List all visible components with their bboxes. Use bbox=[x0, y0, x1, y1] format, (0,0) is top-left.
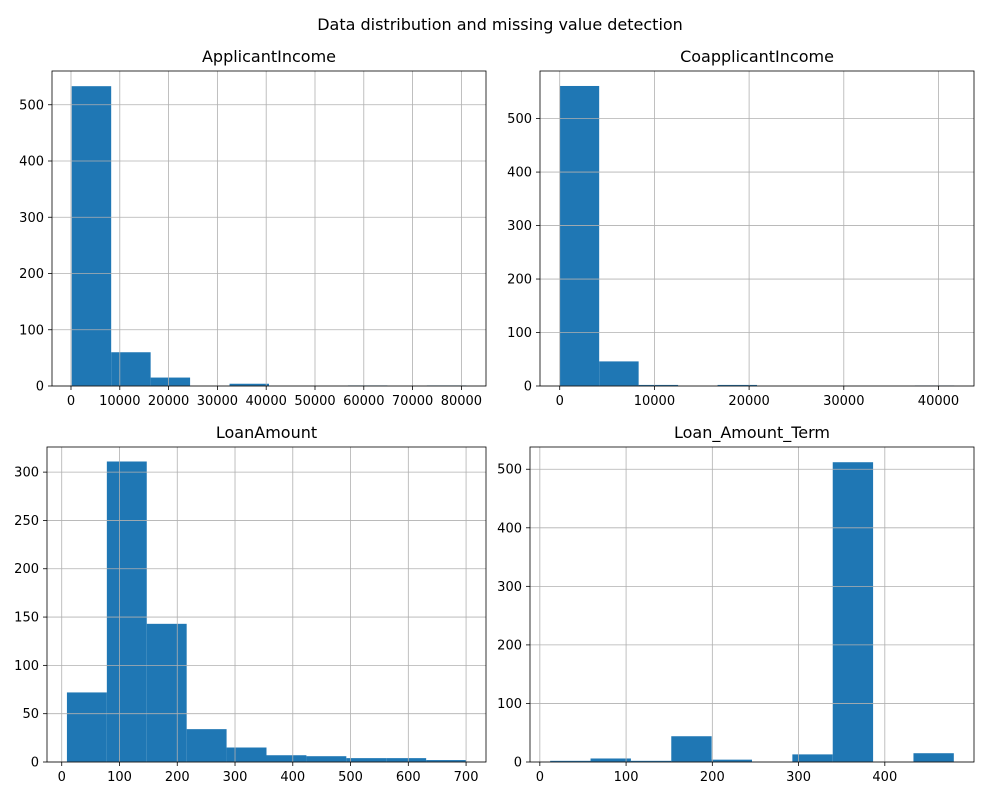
axes-frame bbox=[529, 446, 975, 763]
histogram-bar bbox=[913, 753, 954, 762]
x-tick-label: 300 bbox=[786, 770, 811, 785]
histogram-bar bbox=[832, 462, 874, 762]
y-tick-label: 250 bbox=[14, 514, 39, 529]
y-tick-label: 300 bbox=[14, 466, 39, 481]
x-tick-label: 10000 bbox=[99, 394, 140, 409]
x-tick-label: 20000 bbox=[728, 394, 769, 409]
histogram-bar bbox=[711, 759, 752, 762]
x-tick-label: 20000 bbox=[148, 394, 189, 409]
histogram-bar bbox=[630, 760, 672, 762]
x-tick-label: 40000 bbox=[918, 394, 959, 409]
subplot-title: Loan_Amount_Term bbox=[674, 423, 830, 443]
x-tick-label: 10000 bbox=[634, 394, 675, 409]
x-tick-label: 100 bbox=[614, 770, 639, 785]
histogram-bar bbox=[229, 383, 269, 386]
x-tick-label: 60000 bbox=[343, 394, 384, 409]
y-tick-label: 0 bbox=[36, 380, 44, 395]
x-tick-label: 0 bbox=[58, 770, 66, 785]
figure-title: Data distribution and missing value dete… bbox=[317, 15, 683, 34]
y-tick-label: 400 bbox=[497, 521, 522, 536]
x-tick-label: 70000 bbox=[392, 394, 433, 409]
x-tick-label: 30000 bbox=[823, 394, 864, 409]
x-tick-label: 40000 bbox=[246, 394, 287, 409]
histogram-bar bbox=[111, 352, 151, 386]
y-tick-label: 400 bbox=[19, 155, 44, 170]
histogram-bar bbox=[386, 758, 427, 762]
histogram-bar bbox=[559, 85, 600, 386]
histogram-bar bbox=[71, 86, 112, 386]
histogram-bar bbox=[792, 754, 833, 762]
x-tick-label: 600 bbox=[396, 770, 421, 785]
y-tick-label: 0 bbox=[31, 756, 39, 771]
y-tick-label: 100 bbox=[14, 659, 39, 674]
y-tick-label: 100 bbox=[19, 323, 44, 338]
y-tick-label: 0 bbox=[524, 380, 532, 395]
subplot-2: 0 100 200 300 400 500 600 700 0 50 100 150 200 250 300… bbox=[14, 423, 487, 785]
y-tick-label: 50 bbox=[22, 707, 39, 722]
subplot-title: ApplicantIncome bbox=[202, 47, 336, 66]
axes-frame bbox=[539, 70, 975, 387]
axes-frame bbox=[46, 446, 487, 763]
x-tick-label: 30000 bbox=[197, 394, 238, 409]
x-tick-label: 80000 bbox=[441, 394, 482, 409]
x-tick-label: 0 bbox=[556, 394, 564, 409]
histogram-bar bbox=[550, 760, 591, 762]
histogram-bar bbox=[426, 760, 467, 762]
y-tick-label: 500 bbox=[19, 98, 44, 113]
histogram-bar bbox=[266, 755, 307, 762]
histogram-bar bbox=[106, 461, 147, 762]
y-tick-label: 200 bbox=[14, 562, 39, 577]
histogram-bar bbox=[186, 729, 227, 762]
x-tick-label: 0 bbox=[536, 770, 544, 785]
histogram-bar bbox=[226, 747, 267, 762]
histogram-bar bbox=[306, 756, 347, 762]
x-tick-label: 400 bbox=[280, 770, 305, 785]
histogram-bar bbox=[717, 384, 758, 386]
x-tick-label: 0 bbox=[67, 394, 75, 409]
subplot-title: LoanAmount bbox=[216, 423, 317, 442]
histogram-bar bbox=[150, 377, 191, 386]
x-tick-label: 200 bbox=[165, 770, 190, 785]
subplot-grid: 0 10000 20000 30000 40000 50000 60000 70000 8000… bbox=[14, 47, 975, 785]
x-tick-label: 300 bbox=[223, 770, 248, 785]
y-tick-label: 100 bbox=[497, 697, 522, 712]
subplot-1: 0 10000 20000 30000 40000 0 100 200 300 400 500 Coa… bbox=[507, 47, 975, 409]
x-tick-label: 100 bbox=[107, 770, 132, 785]
histogram-bar bbox=[638, 384, 679, 386]
histogram-bar bbox=[671, 736, 712, 762]
x-tick-label: 500 bbox=[338, 770, 363, 785]
y-tick-label: 400 bbox=[507, 166, 532, 181]
histogram-bar bbox=[66, 692, 107, 762]
y-tick-label: 0 bbox=[514, 756, 522, 771]
y-tick-label: 300 bbox=[497, 580, 522, 595]
y-tick-label: 200 bbox=[497, 638, 522, 653]
y-tick-label: 100 bbox=[507, 326, 532, 341]
x-tick-label: 200 bbox=[700, 770, 725, 785]
y-tick-label: 500 bbox=[507, 112, 532, 127]
x-tick-label: 400 bbox=[872, 770, 897, 785]
y-tick-label: 150 bbox=[14, 611, 39, 626]
x-tick-label: 700 bbox=[454, 770, 479, 785]
histogram-bar bbox=[599, 361, 639, 386]
x-tick-label: 50000 bbox=[294, 394, 335, 409]
y-tick-label: 500 bbox=[497, 463, 522, 478]
y-tick-label: 200 bbox=[507, 273, 532, 288]
subplot-3: 0 100 200 300 400 0 100 200 300 400 500 Loan_Amount… bbox=[497, 423, 975, 785]
y-tick-label: 300 bbox=[19, 211, 44, 226]
histogram-bar bbox=[146, 623, 187, 762]
subplot-title: CoapplicantIncome bbox=[680, 47, 834, 66]
axes-frame bbox=[51, 70, 487, 387]
histogram-bar bbox=[346, 758, 387, 762]
y-tick-label: 300 bbox=[507, 219, 532, 234]
histogram-bar bbox=[590, 758, 631, 762]
subplot-0: 0 10000 20000 30000 40000 50000 60000 70000 8000… bbox=[19, 47, 487, 409]
y-tick-label: 200 bbox=[19, 267, 44, 282]
